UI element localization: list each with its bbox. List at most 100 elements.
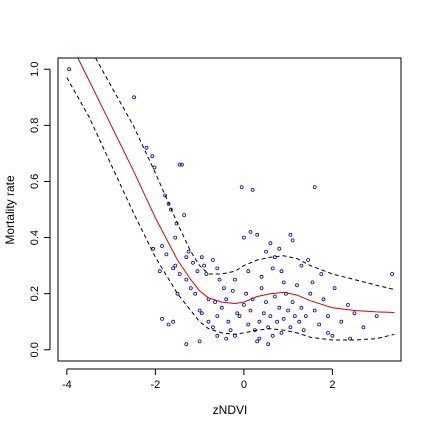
data-point (177, 162, 182, 167)
data-point (345, 302, 350, 307)
data-point (246, 269, 251, 274)
x-tick-label: 2 (329, 379, 335, 391)
data-point (259, 286, 264, 291)
data-point (326, 330, 330, 335)
data-point (193, 291, 198, 296)
x-tick-label: 0 (241, 379, 247, 391)
plot-content (66, 58, 395, 347)
y-tick-label: 0.2 (29, 286, 41, 301)
data-point (239, 185, 244, 190)
x-tick-label: -2 (150, 379, 160, 391)
data-point (319, 272, 324, 276)
data-point (132, 95, 137, 100)
data-point (235, 311, 240, 316)
data-point (222, 286, 226, 291)
y-tick-label: 0.0 (29, 342, 41, 357)
data-point (255, 232, 260, 237)
data-point (361, 325, 366, 330)
data-point (163, 193, 168, 198)
data-point (297, 319, 302, 324)
data-point (270, 333, 275, 338)
x-axis-label: zNDVI (213, 403, 248, 417)
data-point (272, 294, 277, 299)
data-point (150, 154, 155, 159)
data-point (306, 258, 311, 262)
data-point (259, 274, 264, 279)
data-point (224, 336, 229, 341)
data-point (312, 185, 317, 190)
data-point (186, 249, 191, 254)
y-tick-label: 0.8 (29, 118, 41, 133)
data-point (204, 272, 209, 276)
data-point (277, 305, 282, 310)
data-point (257, 336, 262, 341)
data-point (374, 314, 379, 319)
data-point (277, 246, 282, 251)
upper-confidence-line (95, 58, 395, 290)
data-point (182, 213, 187, 218)
data-point (206, 319, 211, 324)
data-point (264, 249, 268, 254)
data-point (303, 314, 308, 319)
data-point (230, 288, 235, 293)
y-axis-label: Mortality rate (3, 175, 17, 245)
data-point (213, 300, 218, 305)
data-point (226, 319, 231, 324)
data-point (268, 241, 273, 246)
data-point (279, 330, 284, 335)
data-point (283, 291, 288, 296)
data-point (288, 232, 293, 237)
data-point (339, 319, 344, 324)
data-point (191, 260, 195, 265)
data-point (257, 319, 262, 324)
data-point (246, 322, 251, 327)
data-point (184, 255, 189, 260)
plot-frame (57, 57, 402, 362)
data-point (233, 277, 237, 282)
data-point (290, 238, 295, 243)
axes: -4 -2 0 2 0.0 0.2 0.4 0.6 0.8 1.0 (29, 57, 402, 391)
data-point (301, 328, 306, 333)
data-point (224, 297, 229, 302)
data-point (299, 305, 304, 310)
data-point (160, 316, 164, 321)
data-point (173, 235, 178, 240)
data-point (261, 311, 266, 316)
lower-confidence-line (66, 77, 395, 341)
data-point (330, 333, 335, 338)
data-point (281, 316, 286, 321)
data-point (199, 311, 204, 316)
data-point (295, 283, 299, 288)
data-point (67, 67, 71, 72)
data-point (248, 229, 253, 234)
data-point (241, 235, 246, 240)
data-point (160, 244, 164, 248)
data-point (248, 308, 253, 313)
data-point (210, 325, 215, 330)
data-point (348, 336, 353, 341)
data-point (288, 325, 293, 330)
fit-line (77, 58, 395, 313)
data-point (268, 314, 273, 319)
data-point (390, 272, 395, 276)
x-tick-label: -4 (62, 379, 72, 391)
data-point (275, 319, 280, 324)
data-point (195, 269, 200, 274)
data-point (188, 286, 193, 291)
data-point (228, 328, 233, 333)
data-point (184, 277, 189, 282)
data-point (166, 322, 171, 327)
data-point (321, 297, 326, 302)
data-point (197, 339, 202, 344)
data-point (168, 207, 173, 212)
data-point (179, 162, 184, 167)
data-point (352, 311, 357, 316)
data-point (272, 255, 277, 260)
data-point (237, 314, 242, 319)
data-point (308, 291, 313, 296)
data-point (266, 342, 271, 347)
data-point (299, 263, 304, 268)
data-point (219, 305, 224, 310)
